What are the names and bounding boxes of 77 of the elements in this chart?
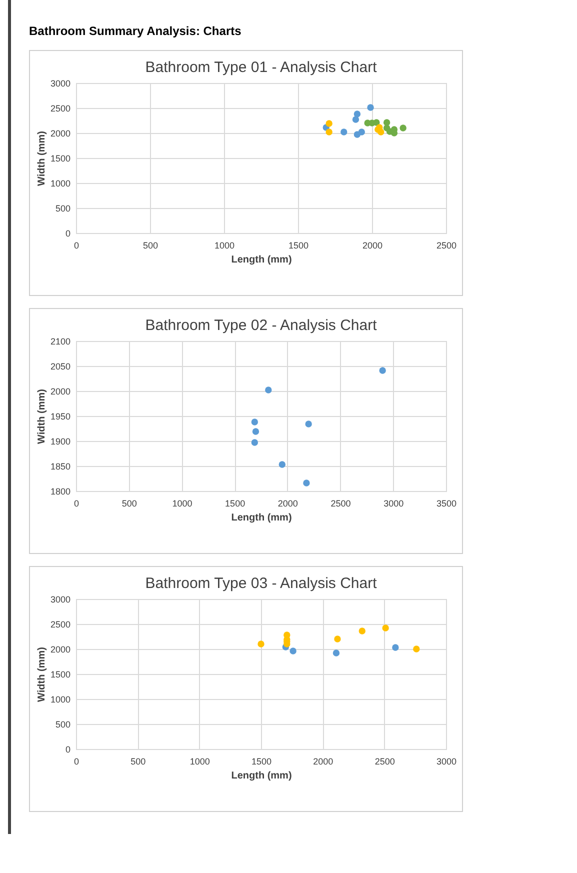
point [332,650,340,656]
point [354,110,361,118]
x-axis-title: Length (mm) [231,512,292,524]
point [265,386,272,394]
x-tick-label: 3500 [436,498,457,508]
point [303,480,310,486]
point [358,128,365,136]
point [278,461,286,468]
point [382,624,389,632]
y-tick-label: 500 [55,204,70,214]
x-tick-label: 500 [122,498,137,508]
x-tick-label: 0 [74,498,80,508]
y-tick-label: 2100 [50,336,70,346]
x-tick-label: 500 [142,240,158,250]
point [400,124,406,132]
point [252,428,260,435]
x-tick-label: 1000 [190,756,210,766]
point [340,128,348,136]
y-tick-label: 2000 [50,644,70,654]
point [251,439,258,446]
x-tick-label: 3000 [384,498,404,508]
y-tick-label: 1900 [50,436,70,446]
x-tick-label: 1500 [288,240,309,250]
y-tick-label: 2050 [50,362,70,372]
y-tick-label: 0 [65,744,70,754]
x-tick-label: 1000 [214,240,235,250]
y-tick-label: 3000 [50,594,70,604]
point [305,420,312,428]
y-tick-label: 1800 [50,486,70,496]
x-tick-label: 2500 [330,498,351,508]
y-axis-title: Width (mm) [36,131,48,186]
y-tick-label: 2000 [50,128,70,138]
point [334,636,341,642]
y-tick-label: 1500 [50,154,70,164]
point [352,116,360,123]
y-tick-label: 1500 [50,670,70,680]
point [326,120,332,127]
x-tick-label: 0 [74,240,80,250]
chart-title: Bathroom Type 01 - Analysis Chart [145,59,378,76]
y-axis-title: Width (mm) [36,647,48,702]
x-tick-label: 1500 [251,756,272,766]
y-tick-label: 1000 [50,178,70,188]
y-tick-label: 1000 [50,694,70,704]
point [326,128,332,136]
x-axis-title: Length (mm) [231,770,292,782]
chart-title: Bathroom Type 02 - Analysis Chart [145,317,378,334]
x-tick-label: 2500 [436,240,457,250]
point [258,640,264,648]
y-tick-label: 2500 [50,620,70,630]
x-tick-label: 2000 [362,240,383,250]
x-tick-label: 1000 [172,498,192,508]
x-tick-label: 1500 [225,498,246,508]
text: Bathroom Summary Analysis: Charts [29,24,242,38]
y-tick-label: 1850 [50,462,70,472]
chart-title: Bathroom Type 03 - Analysis Chart [145,575,378,592]
x-tick-label: 3000 [436,756,457,766]
x-tick-label: 500 [130,756,146,766]
x-tick-label: 2000 [313,756,334,766]
x-tick-label: 0 [74,756,80,766]
point [373,119,380,126]
y-tick-label: 500 [55,720,70,730]
point [251,418,258,426]
x-axis-title: Length (mm) [231,254,292,266]
point [290,648,296,654]
point [413,646,420,652]
y-tick-label: 2500 [50,104,70,114]
y-tick-label: 2000 [50,386,70,396]
y-axis-title: Width (mm) [36,389,48,444]
point [367,104,374,111]
point [379,367,386,374]
y-tick-label: 0 [65,228,70,238]
y-tick-label: 1950 [50,412,70,422]
x-tick-label: 2500 [374,756,395,766]
y-tick-label: 3000 [50,78,70,88]
point [392,644,399,651]
x-tick-label: 2000 [278,498,298,508]
point [358,628,366,634]
